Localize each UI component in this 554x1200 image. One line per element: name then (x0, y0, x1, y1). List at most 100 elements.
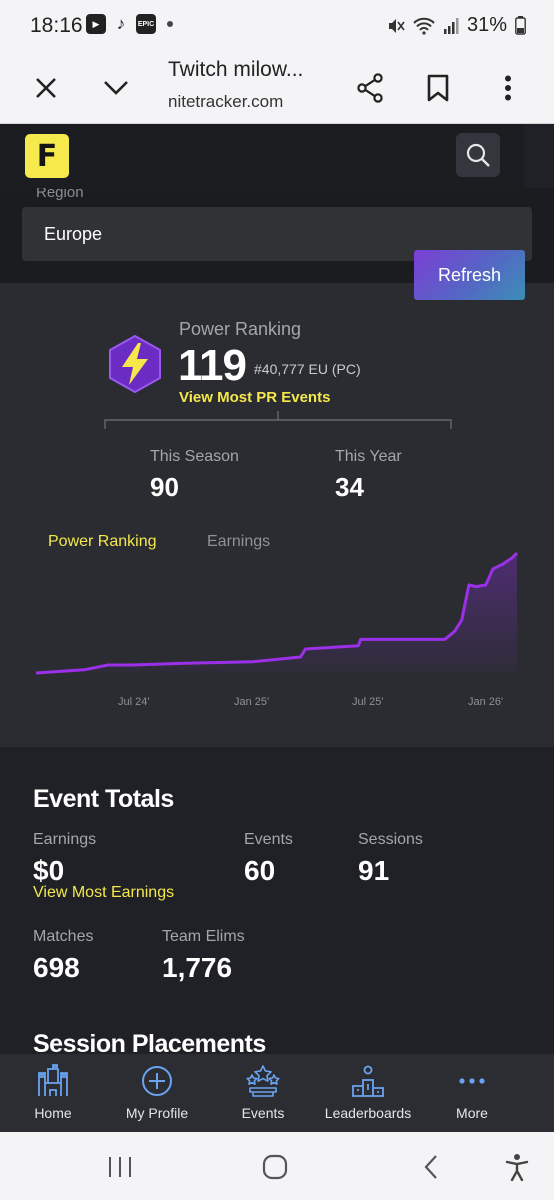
this-season-stat: This Season 90 (150, 448, 239, 503)
share-button[interactable] (348, 66, 392, 110)
site-header: F (0, 124, 524, 188)
battery-icon (515, 16, 526, 35)
nav-home[interactable]: Home (28, 1064, 78, 1121)
tab-earnings[interactable]: Earnings (207, 533, 271, 550)
chart-area-fill (36, 553, 517, 673)
events-stat: Events 60 (244, 831, 293, 887)
team-elims-value: 1,776 (162, 952, 233, 983)
x-tick-label: Jan 25' (234, 696, 270, 708)
refresh-button[interactable]: Refresh (414, 250, 525, 300)
power-ranking-value: 119 (178, 341, 247, 390)
stars-icon (246, 1065, 280, 1097)
power-ranking-card: Power Ranking 119 #40,777 EU (PC) View M… (0, 283, 554, 747)
this-season-label: This Season (150, 448, 239, 465)
more-dots-icon (459, 1078, 485, 1084)
recent-apps-icon (109, 1157, 131, 1177)
signal-icon (443, 17, 459, 34)
matches-value: 698 (33, 952, 80, 983)
this-year-value: 34 (335, 472, 364, 502)
power-ranking-chart (35, 551, 519, 675)
nav-leaderboards[interactable]: Leaderboards (324, 1064, 412, 1121)
search-button[interactable] (456, 133, 500, 177)
events-value: 60 (244, 855, 276, 886)
minimize-tab-button[interactable] (94, 66, 138, 110)
system-navigation-bar (0, 1132, 554, 1200)
earnings-label: Earnings (33, 831, 97, 848)
tiktok-icon: ♪ (116, 14, 126, 33)
sessions-stat: Sessions 91 (358, 831, 423, 887)
event-totals-section: Event Totals Earnings $0 View Most Earni… (0, 747, 554, 1054)
nav-more[interactable]: More (452, 1064, 492, 1121)
page-title: Twitch milow... (168, 58, 304, 81)
chart-series-line (35, 551, 519, 675)
wifi-icon (413, 17, 435, 35)
plus-circle-icon (142, 1066, 172, 1096)
fortnite-tracker-logo-icon[interactable]: F (25, 134, 69, 178)
epic-games-icon: EPIC (136, 14, 156, 34)
back-chevron-icon (424, 1155, 437, 1179)
accessibility-button[interactable] (500, 1150, 534, 1184)
browser-toolbar: Twitch milow... nitetracker.com (0, 52, 554, 124)
power-ranking-badge-icon (109, 335, 161, 393)
accessibility-icon (505, 1154, 529, 1181)
bottom-navigation: Home My Profile Events Leaderboards (0, 1054, 554, 1132)
recent-apps-button[interactable] (103, 1150, 137, 1184)
more-vertical-icon (505, 75, 511, 101)
earnings-stat: Earnings $0 (33, 831, 96, 887)
status-app-icons: ▶ ♪ EPIC (86, 14, 173, 34)
this-year-label: This Year (335, 448, 402, 465)
chevron-down-icon (104, 81, 128, 95)
web-content: Region Europe Refresh F Power Ranking 11… (0, 124, 554, 1054)
back-button[interactable] (414, 1150, 448, 1184)
notification-dot-icon (167, 21, 173, 27)
more-options-button[interactable] (486, 66, 530, 110)
podium-icon (352, 1065, 384, 1097)
nav-more-label: More (456, 1105, 488, 1121)
earnings-value: $0 (33, 855, 65, 886)
status-time: 18:16 (30, 14, 83, 37)
battery-percent: 31% (466, 14, 507, 36)
search-icon (466, 143, 490, 167)
nav-my-profile-label: My Profile (125, 1105, 189, 1121)
tab-power-ranking[interactable]: Power Ranking (48, 533, 157, 550)
power-ranking-position: #40,777 EU (PC) (254, 361, 361, 377)
bookmark-button[interactable] (416, 66, 460, 110)
this-season-value: 90 (150, 472, 179, 502)
nav-events[interactable]: Events (236, 1064, 290, 1121)
youtube-icon: ▶ (86, 14, 106, 34)
region-section: Region Europe Refresh (0, 184, 554, 300)
view-most-earnings-link[interactable]: View Most Earnings (33, 884, 175, 901)
nav-events-label: Events (241, 1105, 285, 1121)
power-ranking-label: Power Ranking (179, 319, 302, 339)
close-icon (36, 78, 56, 98)
matches-stat: Matches 698 (33, 928, 93, 984)
share-icon (357, 73, 383, 103)
region-label: Region (36, 184, 84, 201)
session-placements-title: Session Placements (33, 1030, 266, 1054)
mute-icon (388, 18, 405, 33)
events-label: Events (244, 831, 293, 848)
team-elims-label: Team Elims (162, 928, 245, 945)
region-value: Europe (44, 224, 103, 244)
castle-icon (38, 1064, 68, 1096)
this-year-stat: This Year 34 (335, 448, 402, 503)
home-system-button[interactable] (258, 1150, 292, 1184)
x-tick-label: Jul 25' (352, 696, 384, 708)
close-tab-button[interactable] (24, 66, 68, 110)
bookmark-icon (427, 74, 449, 102)
nav-leaderboards-label: Leaderboards (324, 1105, 412, 1121)
team-elims-stat: Team Elims 1,776 (162, 928, 245, 984)
matches-label: Matches (33, 928, 94, 945)
sessions-label: Sessions (358, 831, 423, 848)
nav-my-profile[interactable]: My Profile (117, 1064, 197, 1121)
nav-home-label: Home (34, 1105, 72, 1121)
page-url[interactable]: nitetracker.com (168, 92, 284, 111)
x-tick-label: Jan 26' (468, 696, 504, 708)
sessions-value: 91 (358, 855, 390, 886)
home-circle-icon (262, 1154, 288, 1180)
stats-bracket-divider (104, 411, 452, 429)
view-most-pr-events-link[interactable]: View Most PR Events (179, 389, 331, 406)
event-totals-title: Event Totals (33, 785, 174, 813)
status-right: 31% (387, 14, 526, 37)
status-bar: 18:16 ▶ ♪ EPIC 31% (0, 0, 554, 52)
